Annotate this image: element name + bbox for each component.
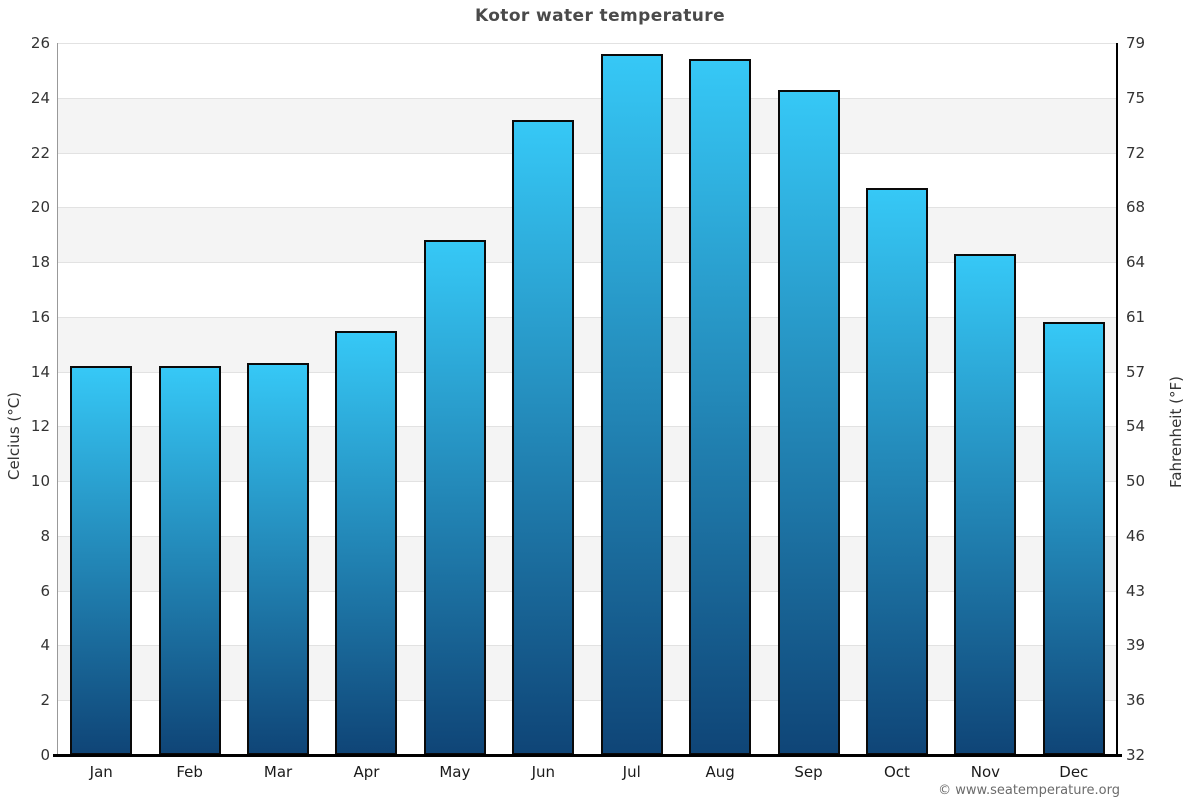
- y-tick-celsius-20: 20: [30, 198, 50, 217]
- bar-dec: [1042, 322, 1105, 755]
- y-tick-celsius-24: 24: [30, 88, 50, 107]
- stripe-band: [57, 316, 1118, 372]
- bar-jan: [70, 366, 133, 755]
- x-tick-feb: Feb: [176, 763, 203, 781]
- y-tick-fahrenheit-57: 57: [1126, 362, 1146, 381]
- gridline: [57, 481, 1118, 483]
- y-tick-celsius-0: 0: [40, 746, 50, 764]
- x-tick-mar: Mar: [263, 763, 293, 781]
- y-tick-celsius-6: 6: [40, 581, 50, 600]
- y-tick-celsius-12: 12: [30, 417, 50, 436]
- y-tick-fahrenheit-36: 36: [1126, 691, 1146, 710]
- stripe-band: [57, 645, 1118, 701]
- x-tick-aug: Aug: [705, 763, 735, 781]
- y-tick-celsius-26: 26: [30, 34, 50, 52]
- gridline: [57, 426, 1118, 428]
- gridline: [57, 262, 1118, 264]
- y-tick-celsius-16: 16: [30, 307, 50, 326]
- bar-may: [423, 240, 486, 755]
- x-tick-nov: Nov: [970, 763, 1000, 781]
- y-tick-fahrenheit-72: 72: [1126, 143, 1146, 162]
- y-tick-fahrenheit-68: 68: [1126, 198, 1146, 217]
- y-tick-fahrenheit-46: 46: [1126, 526, 1146, 545]
- x-tick-dec: Dec: [1059, 763, 1089, 781]
- y-tick-celsius-4: 4: [40, 636, 50, 655]
- gridline: [57, 97, 1118, 99]
- y-tick-celsius-2: 2: [40, 691, 50, 710]
- y-axis-left: [57, 43, 58, 755]
- y-axis-right: [1116, 43, 1118, 755]
- bar-apr: [335, 330, 398, 755]
- bar-mar: [247, 363, 310, 755]
- stripe-band: [57, 207, 1118, 263]
- y-tick-celsius-10: 10: [30, 472, 50, 491]
- gridline: [57, 535, 1118, 537]
- x-tick-apr: Apr: [353, 763, 380, 781]
- stripe-band: [57, 97, 1118, 153]
- bar-aug: [689, 59, 752, 755]
- bar-jul: [600, 53, 663, 755]
- x-tick-jun: Jun: [531, 763, 555, 781]
- x-tick-jan: Jan: [89, 763, 113, 781]
- x-tick-may: May: [439, 763, 471, 781]
- y-tick-fahrenheit-43: 43: [1126, 581, 1146, 600]
- chart-title: Kotor water temperature: [474, 6, 726, 26]
- gridline: [57, 316, 1118, 318]
- x-tick-sep: Sep: [794, 763, 823, 781]
- bar-nov: [954, 253, 1017, 755]
- y-axis-label-fahrenheit: Fahrenheit (°F): [1167, 376, 1185, 488]
- x-tick-jul: Jul: [622, 763, 641, 781]
- gridline: [57, 371, 1118, 373]
- bar-jun: [512, 119, 575, 755]
- y-tick-fahrenheit-50: 50: [1126, 472, 1146, 491]
- bar-oct: [865, 188, 928, 755]
- x-axis-bottom: [53, 754, 1122, 757]
- y-tick-fahrenheit-75: 75: [1126, 88, 1146, 107]
- bar-sep: [777, 89, 840, 755]
- gridline: [57, 43, 1118, 44]
- bar-feb: [158, 366, 221, 755]
- stripe-band: [57, 535, 1118, 591]
- gridline: [57, 207, 1118, 209]
- y-tick-fahrenheit-61: 61: [1126, 307, 1146, 326]
- stripe-band: [57, 426, 1118, 482]
- y-tick-celsius-22: 22: [30, 143, 50, 162]
- stripe-band: [57, 153, 1118, 208]
- y-tick-fahrenheit-54: 54: [1126, 417, 1146, 436]
- y-tick-fahrenheit-39: 39: [1126, 636, 1146, 655]
- copyright-text: © www.seatemperature.org: [938, 783, 1120, 798]
- y-tick-celsius-18: 18: [30, 253, 50, 272]
- gridline: [57, 590, 1118, 592]
- gridline: [57, 152, 1118, 154]
- y-axis-label-celsius: Celcius (°C): [5, 391, 23, 481]
- stripe-band: [57, 43, 1118, 98]
- y-tick-celsius-8: 8: [40, 526, 50, 545]
- y-tick-fahrenheit-64: 64: [1126, 253, 1146, 272]
- gridline: [57, 645, 1118, 647]
- gridline: [57, 700, 1118, 702]
- y-tick-fahrenheit-32: 32: [1126, 746, 1146, 764]
- x-tick-oct: Oct: [883, 763, 910, 781]
- y-tick-celsius-14: 14: [30, 362, 50, 381]
- y-tick-fahrenheit-79: 79: [1126, 34, 1146, 52]
